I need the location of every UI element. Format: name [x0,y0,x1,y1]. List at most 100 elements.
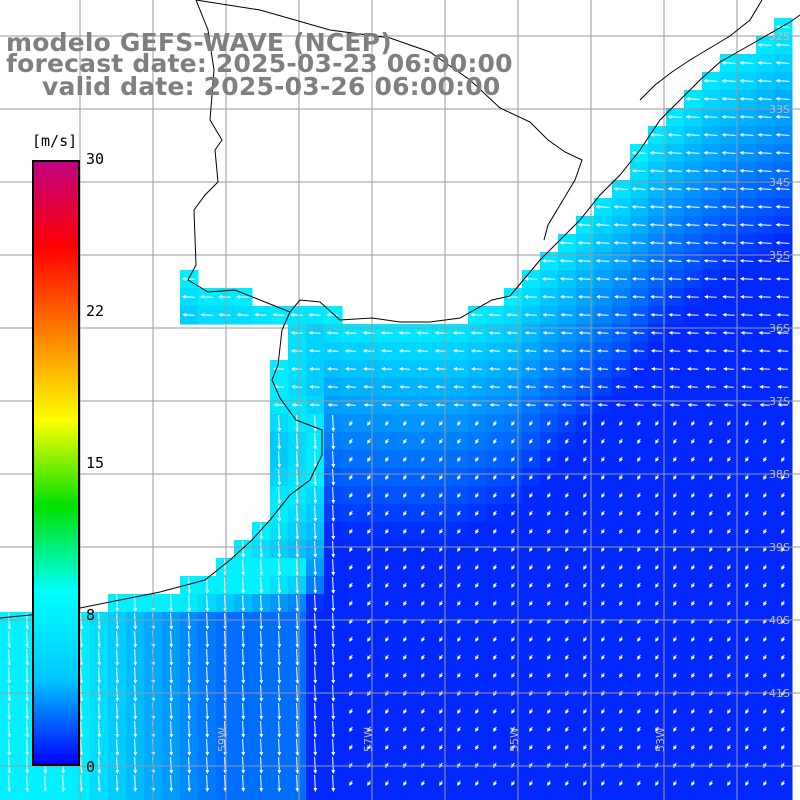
wind-cell [0,792,19,800]
wind-arrow [578,312,591,317]
wind-arrow [470,348,483,353]
wind-arrow [757,240,772,245]
wind-cell [360,792,379,800]
wind-arrow [775,132,790,137]
wind-arrow [721,240,736,245]
wind-arrow [362,348,375,353]
wind-arrow [775,42,790,47]
wind-arrow [775,114,790,119]
wind-cell [774,792,793,800]
wind-arrow [721,78,736,83]
wind-arrow [775,60,790,65]
lat-label: 34S [769,176,790,189]
wind-arrow [739,60,754,65]
wind-arrow [614,294,627,299]
wind-arrow [595,240,610,245]
wind-cell [216,792,235,800]
wind-cell [270,792,289,800]
wind-arrow [344,366,357,371]
colorbar-tick-22: 22 [86,302,105,320]
wind-arrow [776,366,789,371]
wind-arrow [488,330,501,335]
wind-arrow [649,258,664,263]
wind-arrow [308,330,321,335]
wind-arrow [559,258,574,263]
lat-label: 38S [769,468,790,481]
wind-cell [252,792,271,800]
wind-arrow [290,366,303,371]
wind-arrow [775,222,790,227]
colorbar-tick-8: 8 [86,606,96,624]
wind-arrow [362,366,375,371]
wind-arrow [290,348,303,353]
wind-cell [90,792,109,800]
wind-arrow [740,366,753,371]
wind-arrow [722,294,735,299]
wind-arrow [559,240,574,245]
wind-cell [684,792,703,800]
wind-arrow [775,204,790,209]
wind-arrow [721,168,736,173]
wind-arrow [775,240,790,245]
wind-arrow [685,276,700,281]
wind-arrow [775,24,790,29]
wind-arrow [758,366,771,371]
wind-arrow [722,348,735,353]
wind-arrow [578,366,591,371]
wind-arrow [326,330,339,335]
wind-arrow [757,78,772,83]
wind-arrow [686,294,699,299]
wind-arrow [613,186,628,191]
wind-arrow [631,258,646,263]
wind-arrow [703,78,718,83]
wind-arrow [739,168,754,173]
lat-label: 37S [769,395,790,408]
wind-arrow [775,168,790,173]
wind-cell [378,792,397,800]
wind-arrow [614,330,627,335]
wind-arrow [595,258,610,263]
wind-arrow [218,294,231,299]
wind-arrow [740,312,753,317]
wind-arrow [362,330,375,335]
wind-cell [720,792,739,800]
wind-arrow [326,366,339,371]
lat-label: 36S [769,322,790,335]
wind-arrow [721,132,736,137]
lat-label: 33S [769,103,790,116]
wind-cell [198,792,217,800]
wind-arrow [739,186,754,191]
wind-arrow [721,276,736,281]
colorbar [32,160,80,766]
lat-label: 35S [769,249,790,262]
colorbar-gradient [34,162,78,764]
wind-arrow [632,330,645,335]
wind-arrow [739,132,754,137]
wind-cell [18,792,37,800]
wind-arrow [541,258,556,263]
lon-label: 57W [362,727,375,752]
wind-arrow [703,204,718,209]
wind-arrow [596,366,609,371]
wind-arrow [613,258,628,263]
wind-arrow [524,366,537,371]
wind-arrow [668,366,681,371]
wind-arrow [686,330,699,335]
wind-arrow [685,114,700,119]
wind-arrow [416,348,429,353]
wind-arrow [577,240,592,245]
wind-arrow [559,276,574,281]
wind-cell [594,792,613,800]
wind-arrow [667,132,682,137]
colorbar-tick-15: 15 [86,454,105,472]
wind-arrow [632,294,645,299]
wind-arrow [721,186,736,191]
wind-arrow [632,348,645,353]
wind-cell [612,792,631,800]
wind-cell [288,792,307,800]
wind-arrow [757,60,772,65]
wind-arrow [686,312,699,317]
title-valid-date: valid date: 2025-03-26 06:00:00 [42,72,501,101]
wind-arrow [649,150,664,155]
